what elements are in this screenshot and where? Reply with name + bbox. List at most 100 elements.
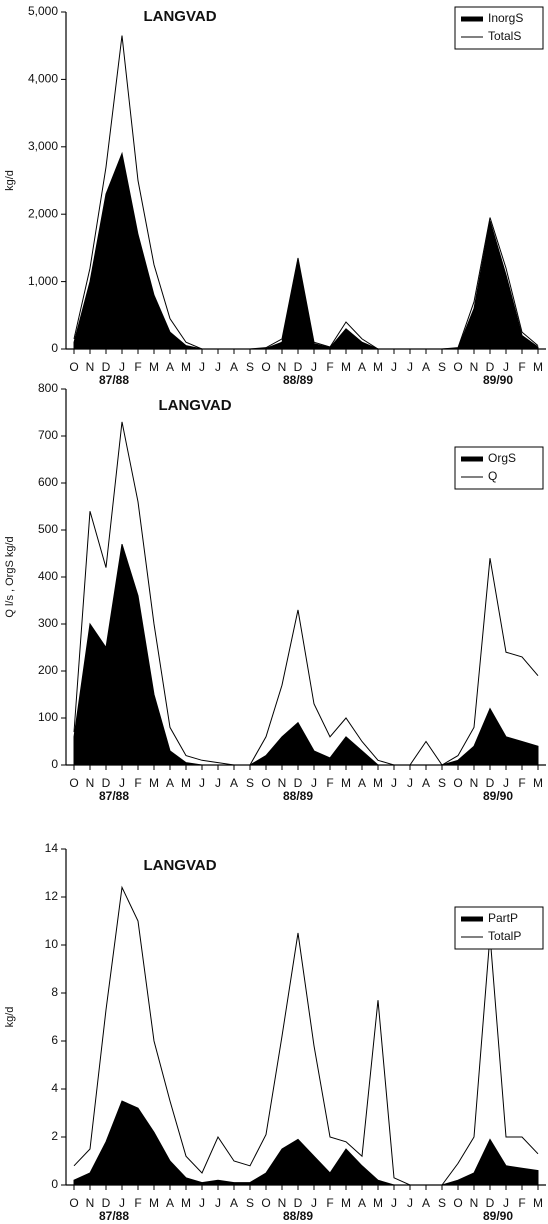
x-group-label: 87/88 — [99, 373, 129, 387]
legend-label: TotalS — [488, 29, 521, 43]
x-tick-label: J — [199, 360, 205, 374]
x-tick-label: A — [422, 1196, 430, 1210]
x-tick-label: J — [503, 776, 509, 790]
x-tick-label: O — [453, 776, 462, 790]
x-tick-label: D — [486, 1196, 495, 1210]
x-tick-label: J — [311, 360, 317, 374]
x-tick-label: M — [149, 1196, 159, 1210]
x-tick-label: S — [438, 1196, 446, 1210]
legend-box — [454, 6, 544, 50]
legend-label: TotalP — [488, 929, 521, 943]
x-tick-label: M — [341, 360, 351, 374]
x-tick-label: N — [86, 776, 95, 790]
y-tick-label: 1,000 — [28, 274, 58, 288]
y-tick-label: 0 — [51, 1177, 58, 1191]
x-tick-label: A — [422, 776, 430, 790]
x-tick-label: J — [407, 776, 413, 790]
x-tick-label: F — [518, 360, 525, 374]
x-group-label: 87/88 — [99, 789, 129, 803]
x-tick-label: J — [199, 776, 205, 790]
y-tick-label: 2 — [51, 1129, 58, 1143]
x-tick-label: M — [341, 776, 351, 790]
legend-label: InorgS — [488, 11, 523, 25]
legend-label: Q — [488, 469, 497, 483]
x-tick-label: J — [391, 776, 397, 790]
x-tick-label: F — [326, 1196, 333, 1210]
x-tick-label: S — [438, 360, 446, 374]
x-group-label: 88/89 — [283, 373, 313, 387]
x-tick-label: J — [215, 360, 221, 374]
legend-box — [454, 906, 544, 950]
x-tick-label: N — [278, 776, 287, 790]
y-tick-label: 10 — [45, 937, 59, 951]
chart-title: LANGVAD — [143, 8, 216, 25]
x-tick-label: O — [69, 1196, 78, 1210]
x-tick-label: D — [294, 776, 303, 790]
x-tick-label: M — [341, 1196, 351, 1210]
y-tick-label: 8 — [51, 985, 58, 999]
x-tick-label: M — [373, 1196, 383, 1210]
x-tick-label: M — [181, 360, 191, 374]
x-tick-label: F — [134, 1196, 141, 1210]
x-tick-label: O — [261, 1196, 270, 1210]
x-tick-label: N — [470, 1196, 479, 1210]
y-tick-label: 3,000 — [28, 139, 58, 153]
x-tick-label: S — [438, 776, 446, 790]
x-tick-label: M — [373, 360, 383, 374]
x-tick-label: J — [503, 360, 509, 374]
y-tick-label: 14 — [45, 841, 59, 855]
x-tick-label: J — [391, 360, 397, 374]
x-tick-label: A — [230, 776, 238, 790]
x-tick-label: D — [294, 1196, 303, 1210]
x-group-label: 89/90 — [483, 789, 513, 803]
line — [73, 885, 539, 1186]
x-tick-label: D — [102, 776, 111, 790]
x-group-label: 89/90 — [483, 1209, 513, 1223]
y-axis-label: Q l/s , OrgS kg/d — [4, 536, 16, 617]
x-tick-label: O — [69, 360, 78, 374]
x-tick-label: A — [166, 360, 174, 374]
area — [73, 1100, 539, 1186]
x-tick-label: D — [486, 776, 495, 790]
y-tick-label: 6 — [51, 1033, 58, 1047]
x-tick-label: A — [166, 776, 174, 790]
y-tick-label: 5,000 — [28, 4, 58, 18]
x-tick-label: A — [358, 1196, 366, 1210]
x-group-label: 88/89 — [283, 1209, 313, 1223]
panel: LANGVAD Q l/s , OrgS kg/d 0 100 200 300 400 500… — [4, 381, 546, 803]
line — [73, 35, 539, 350]
x-tick-label: N — [86, 360, 95, 374]
chart-title: LANGVAD — [158, 397, 231, 414]
x-group-label: 87/88 — [99, 1209, 129, 1223]
x-tick-label: M — [373, 776, 383, 790]
x-tick-label: N — [86, 1196, 95, 1210]
x-tick-label: N — [470, 360, 479, 374]
x-tick-label: J — [119, 776, 125, 790]
x-tick-label: J — [119, 360, 125, 374]
x-tick-label: D — [102, 1196, 111, 1210]
x-tick-label: F — [518, 776, 525, 790]
x-tick-label: M — [533, 360, 543, 374]
x-tick-label: N — [470, 776, 479, 790]
y-tick-label: 800 — [38, 381, 58, 395]
x-tick-label: M — [533, 776, 543, 790]
x-tick-label: A — [166, 1196, 174, 1210]
y-tick-label: 4 — [51, 1081, 58, 1095]
y-tick-label: 700 — [38, 428, 58, 442]
x-tick-label: F — [326, 776, 333, 790]
area — [73, 151, 539, 350]
x-tick-label: A — [422, 360, 430, 374]
y-tick-label: 0 — [51, 341, 58, 355]
y-tick-label: 100 — [38, 710, 58, 724]
legend-label: PartP — [488, 911, 518, 925]
x-tick-label: M — [533, 1196, 543, 1210]
y-tick-label: 600 — [38, 475, 58, 489]
x-tick-label: N — [278, 1196, 287, 1210]
legend-label: OrgS — [488, 451, 516, 465]
chart-title: LANGVAD — [143, 857, 216, 874]
x-tick-label: O — [453, 1196, 462, 1210]
x-tick-label: J — [119, 1196, 125, 1210]
legend-box — [454, 446, 544, 490]
